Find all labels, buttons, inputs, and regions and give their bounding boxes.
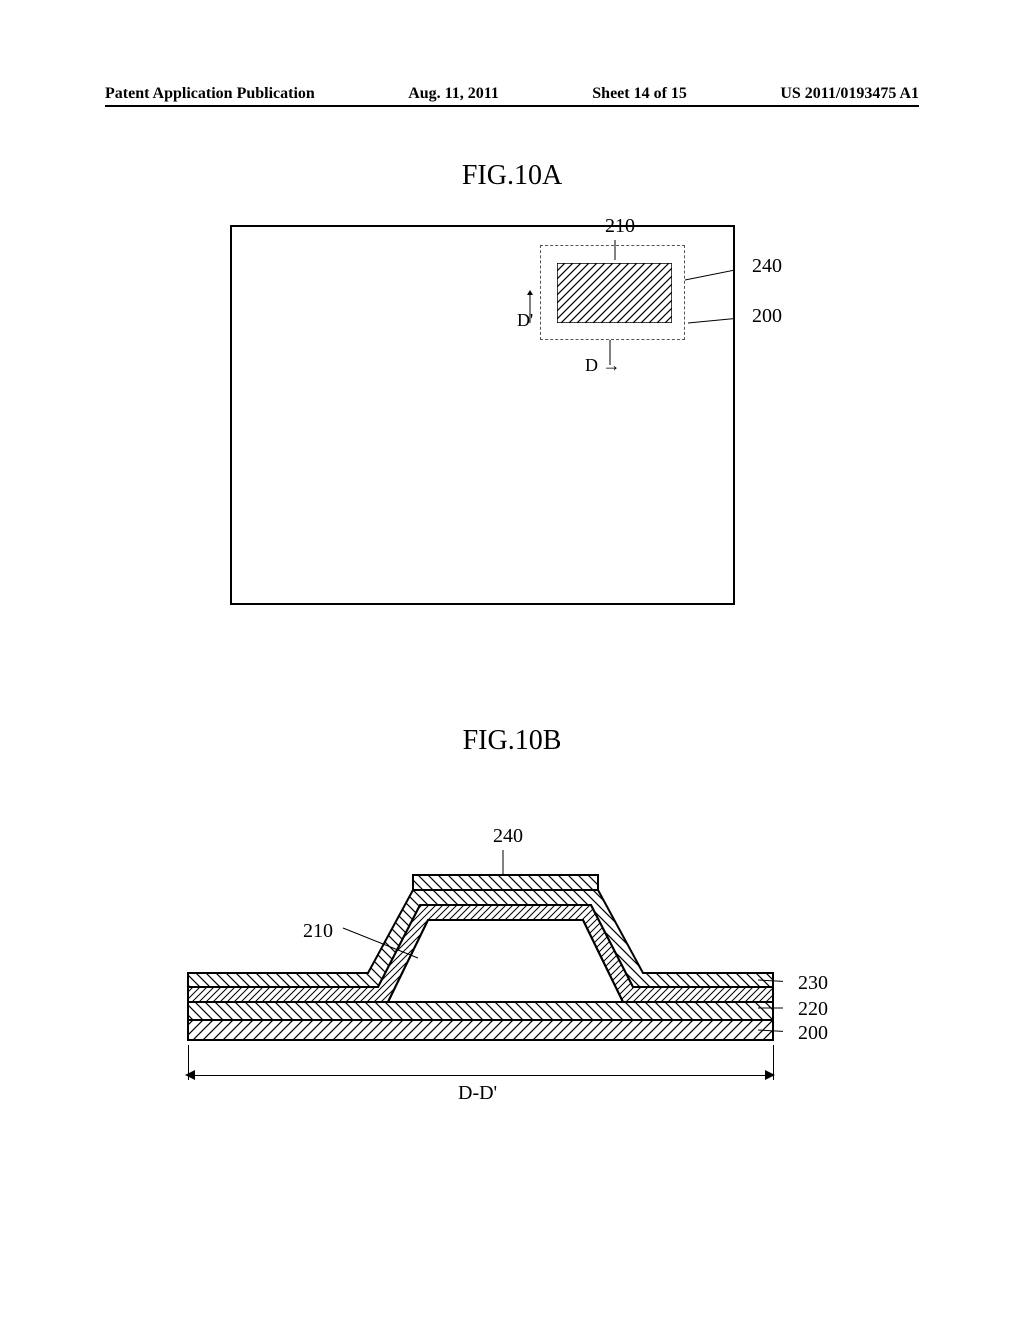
patent-header: Patent Application Publication Aug. 11, … bbox=[0, 85, 1024, 103]
d-prime-label: D' bbox=[517, 310, 533, 331]
sheet-num: Sheet 14 of 15 bbox=[592, 85, 687, 103]
dimension-line bbox=[188, 1075, 773, 1076]
section-dd-label: D-D' bbox=[458, 1082, 497, 1105]
cross-section-svg bbox=[183, 850, 783, 1050]
ref-210-label-b: 210 bbox=[303, 920, 333, 943]
dim-arrow-right-icon bbox=[763, 1068, 783, 1082]
pub-number: US 2011/0193475 A1 bbox=[780, 85, 919, 103]
ref-230-label: 230 bbox=[798, 972, 828, 995]
figure-10a-diagram: 210 240 200 D' D → bbox=[230, 225, 735, 605]
ref-240-label: 240 bbox=[752, 255, 782, 278]
figure-10a-title: FIG.10A bbox=[0, 160, 1024, 192]
dim-arrow-left-icon bbox=[183, 1068, 203, 1082]
ref-200-label-b: 200 bbox=[798, 1022, 828, 1045]
ref-210-label: 210 bbox=[605, 215, 635, 238]
ref-220-label: 220 bbox=[798, 998, 828, 1021]
ref-200-label: 200 bbox=[752, 305, 782, 328]
figure-10b-title: FIG.10B bbox=[0, 725, 1024, 757]
header-separator bbox=[105, 105, 919, 107]
pub-date: Aug. 11, 2011 bbox=[408, 85, 499, 103]
figure-10b-diagram: 240 210 230 220 200 D-D' bbox=[183, 850, 803, 1130]
ref-240-label-b: 240 bbox=[493, 825, 523, 848]
hatched-region-210 bbox=[557, 263, 672, 323]
pub-type: Patent Application Publication bbox=[105, 85, 315, 103]
d-label: D → bbox=[585, 355, 621, 376]
